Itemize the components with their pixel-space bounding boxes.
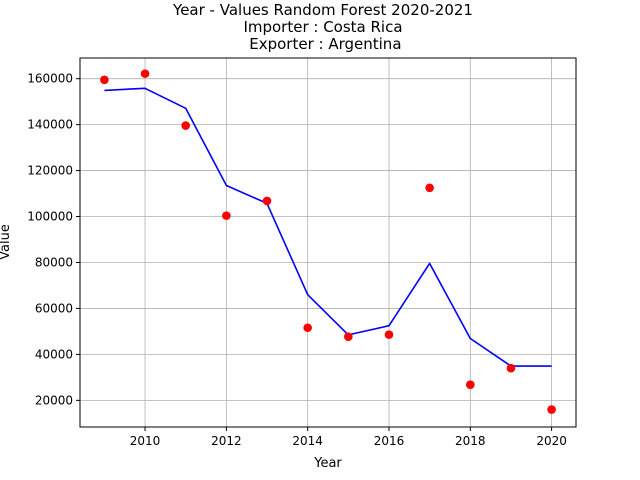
y-axis-label: Value: [0, 224, 13, 260]
x-axis-label: Year: [313, 456, 342, 471]
chart-title-line-3: Exporter : Argentina: [244, 35, 401, 53]
chart-title-line-1: Year - Values Random Forest 2020-2021: [172, 1, 473, 19]
y-tick-label: 40000: [35, 347, 73, 361]
y-tick-label: 140000: [27, 118, 73, 132]
actual-value-point: [384, 330, 394, 339]
y-tick-label: 100000: [27, 210, 73, 224]
actual-value-point: [303, 323, 312, 333]
actual-value-point: [344, 332, 353, 342]
x-tick-label: 2020: [536, 434, 567, 448]
x-tick-label: 2010: [130, 434, 161, 448]
actual-value-point: [100, 75, 109, 85]
y-tick-label: 60000: [35, 301, 73, 315]
actual-value-point: [262, 196, 272, 206]
actual-value-point: [547, 405, 556, 414]
x-tick-label: 2012: [211, 434, 242, 448]
y-tick-label: 160000: [27, 72, 73, 86]
actual-value-point: [140, 69, 150, 78]
actual-value-point: [506, 363, 516, 373]
actual-value-point: [465, 380, 475, 390]
x-tick-label: 2018: [455, 434, 486, 448]
predicted-values-line: [104, 87, 552, 367]
y-tick-label: 20000: [35, 393, 73, 407]
actual-value-point: [181, 121, 191, 130]
actual-value-point: [425, 183, 434, 193]
y-tick-label: 120000: [27, 164, 73, 178]
series-layer: [100, 69, 556, 414]
plot-frame: [79, 57, 577, 428]
grid-layer: [80, 58, 576, 427]
x-tick-label: 2014: [292, 434, 323, 448]
chart-title-line-2: Importer : Costa Rica: [243, 18, 402, 36]
x-tick-label: 2016: [374, 434, 405, 448]
actual-value-point: [222, 211, 231, 220]
tick-layer: 2010 2012 2014 2016 2018 2020 20000 40000 60000 8…: [27, 72, 567, 448]
y-tick-label: 80000: [35, 255, 73, 269]
